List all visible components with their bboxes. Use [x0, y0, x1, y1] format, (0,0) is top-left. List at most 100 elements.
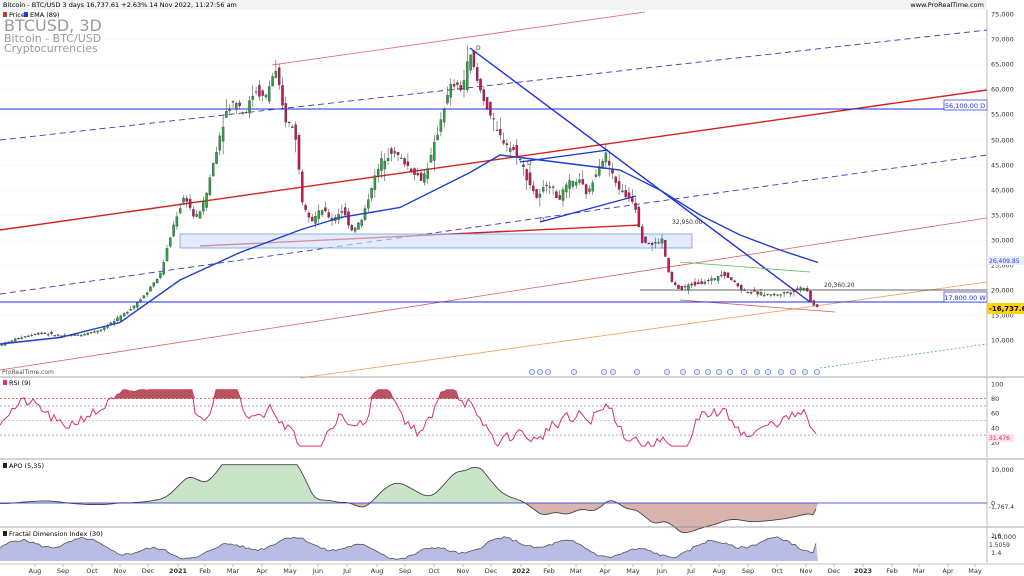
event-icon[interactable]: [790, 369, 796, 375]
annotation-d-peak: D: [476, 45, 481, 52]
event-icon[interactable]: [765, 369, 771, 375]
event-icon[interactable]: [705, 369, 711, 375]
price-tick-label: 20,000: [991, 287, 1014, 295]
event-icon[interactable]: [694, 369, 700, 375]
candle-body: [809, 290, 812, 302]
candle-body: [466, 61, 469, 91]
candle-body: [380, 158, 383, 171]
candle-body: [284, 103, 288, 123]
fdi-axis-ticks: 1.6 1.4: [991, 532, 1001, 557]
event-icon[interactable]: [537, 369, 543, 375]
time-tick-label: Nov: [457, 567, 470, 575]
candle-body: [627, 192, 631, 199]
candle-body: [485, 97, 489, 109]
annotation-32950: 32,950.00: [672, 219, 703, 226]
candle-body: [673, 282, 677, 285]
price-tick-label: 75,000: [991, 11, 1014, 19]
price-tick-label: 35,000: [991, 212, 1014, 220]
candle-body: [142, 295, 146, 299]
event-icon[interactable]: [741, 369, 747, 375]
candle-body: [208, 177, 212, 195]
time-tick-label: Apr: [942, 567, 954, 575]
candle-body: [621, 190, 624, 193]
time-tick-label: Mar: [227, 567, 240, 575]
candle-body: [733, 280, 736, 282]
candle-body: [706, 279, 710, 282]
candle-body: [202, 201, 205, 212]
annotation-d-low: D: [540, 217, 545, 224]
candle-body: [792, 289, 796, 292]
candle-body: [532, 185, 535, 192]
ema-legend-label: EMA (89): [30, 11, 60, 19]
apo-tick-label: 0: [991, 500, 995, 508]
event-icon[interactable]: [664, 369, 670, 375]
event-icon[interactable]: [545, 369, 551, 375]
candle-body: [50, 332, 53, 334]
candle-body: [367, 199, 370, 209]
candle-body: [409, 168, 413, 172]
event-icon[interactable]: [754, 369, 760, 375]
event-icon[interactable]: [716, 369, 722, 375]
event-icon[interactable]: [802, 369, 808, 375]
event-icon[interactable]: [814, 369, 820, 375]
event-icon[interactable]: [601, 369, 607, 375]
level-56100-label: 56,100.00 D: [945, 102, 985, 110]
apo-title: APO (5,35): [9, 462, 44, 470]
candle-body: [268, 86, 271, 102]
candle-body: [452, 84, 456, 87]
apo-tick-label: 10,000: [991, 466, 1014, 474]
price-tick-label: 10,000: [991, 337, 1014, 345]
event-icon[interactable]: [529, 369, 535, 375]
time-tick-label: Jul: [686, 567, 695, 575]
candle-body: [449, 84, 453, 98]
candle-body: [538, 193, 542, 198]
candle-body: [541, 187, 545, 192]
candle-body: [426, 168, 429, 179]
event-icons-row[interactable]: [529, 369, 820, 375]
candle-body: [799, 287, 802, 290]
rsi-tick-label: 60: [991, 410, 999, 418]
candle-body: [555, 191, 558, 198]
candle-body: [188, 199, 192, 208]
candle-body: [604, 152, 608, 163]
candle-body: [109, 322, 113, 325]
candle-body: [495, 129, 499, 131]
candle-body: [396, 152, 400, 156]
candle-body: [492, 118, 495, 120]
apo-negative-fill: [0, 503, 818, 533]
event-icon[interactable]: [778, 369, 784, 375]
event-icon[interactable]: [727, 369, 733, 375]
candle-body: [162, 262, 165, 275]
candle-body: [436, 134, 439, 141]
time-tick-label: Sep: [742, 567, 754, 575]
time-tick-label: Mar: [570, 567, 583, 575]
candle-body: [479, 78, 482, 91]
event-icon[interactable]: [571, 369, 577, 375]
candle-body: [327, 212, 330, 218]
candle-body: [637, 207, 641, 227]
candle-body: [607, 160, 611, 166]
last-price-marker: [987, 303, 1024, 314]
candle-body: [789, 292, 792, 295]
candle-body: [802, 288, 806, 290]
time-tick-label: Sep: [399, 567, 411, 575]
time-tick-label: Apr: [599, 567, 611, 575]
event-icon[interactable]: [634, 369, 640, 375]
candle-body: [528, 172, 532, 186]
candle-body: [594, 174, 598, 177]
event-icon[interactable]: [680, 369, 686, 375]
candle-body: [132, 305, 136, 309]
candle-body: [83, 334, 86, 336]
candle-body: [551, 186, 555, 188]
candle-body: [512, 147, 515, 150]
candle-body: [631, 197, 634, 202]
event-icon[interactable]: [610, 369, 616, 375]
candle-body: [413, 168, 416, 175]
candle-body: [664, 240, 667, 257]
candle-body: [228, 109, 231, 111]
price-tick-label: 40,000: [991, 187, 1014, 195]
candle-body: [640, 226, 644, 243]
candle-body: [294, 124, 297, 140]
